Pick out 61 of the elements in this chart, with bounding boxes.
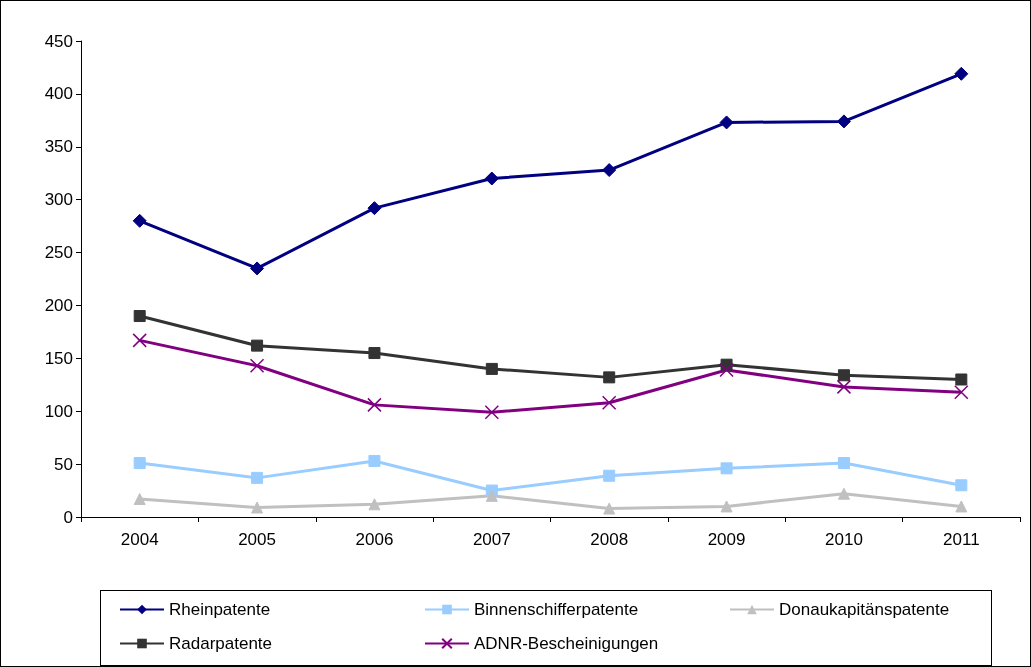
point [368,454,381,467]
point [955,500,968,513]
y-tick-label: 350 [44,137,73,157]
point [601,395,617,411]
x-tick-label: 2006 [355,530,394,549]
point [368,498,381,511]
point [133,457,146,470]
legend-label: Donaukapitänspatente [779,600,950,619]
point [955,479,968,492]
point [602,163,617,178]
y-tick-label: 200 [44,295,73,315]
x-tick-label: 2011 [943,530,980,549]
y-tick-label: 300 [44,190,73,210]
x-tick-label: 2007 [472,530,511,549]
point [603,469,616,482]
x-tick-label: 2010 [825,530,863,549]
point [719,115,734,130]
point [954,384,969,400]
point [367,397,382,413]
point [720,462,733,475]
point [954,66,969,81]
legend-label: Binnenschifferpatente [474,600,639,619]
point [133,310,146,323]
point [250,261,265,276]
y-tick-label: 250 [44,243,73,263]
point [484,405,500,420]
point [485,489,498,502]
point [836,114,851,129]
point [132,213,147,228]
legend-label: ADNR-Bescheinigungen [474,634,659,653]
x-tick-label: 2005 [238,530,276,549]
point [251,339,264,352]
point [251,501,264,514]
y-tick-label: 0 [63,507,73,527]
point [836,379,852,395]
y-tick-label: 100 [44,401,73,421]
y-tick-label: 50 [54,454,73,474]
x-tick-label: 2009 [707,530,746,549]
point [603,502,616,515]
point [955,373,968,386]
point [603,371,616,384]
point [485,362,498,375]
point [251,471,264,484]
legend-label: Rheinpatente [169,600,271,619]
legend-label: Radarpatente [169,634,273,653]
point [132,333,147,348]
point [367,201,382,216]
point [837,487,850,500]
x-tick-label: 2008 [590,530,629,549]
point [484,171,499,186]
point [837,369,850,382]
point [837,457,850,470]
x-tick-label: 2004 [120,530,159,549]
point [133,493,146,506]
y-tick-label: 150 [44,348,73,368]
point [719,362,734,378]
point [720,500,733,513]
y-tick-label: 450 [44,31,73,51]
point [368,347,381,360]
y-tick-label: 400 [44,84,73,104]
point [249,358,265,373]
